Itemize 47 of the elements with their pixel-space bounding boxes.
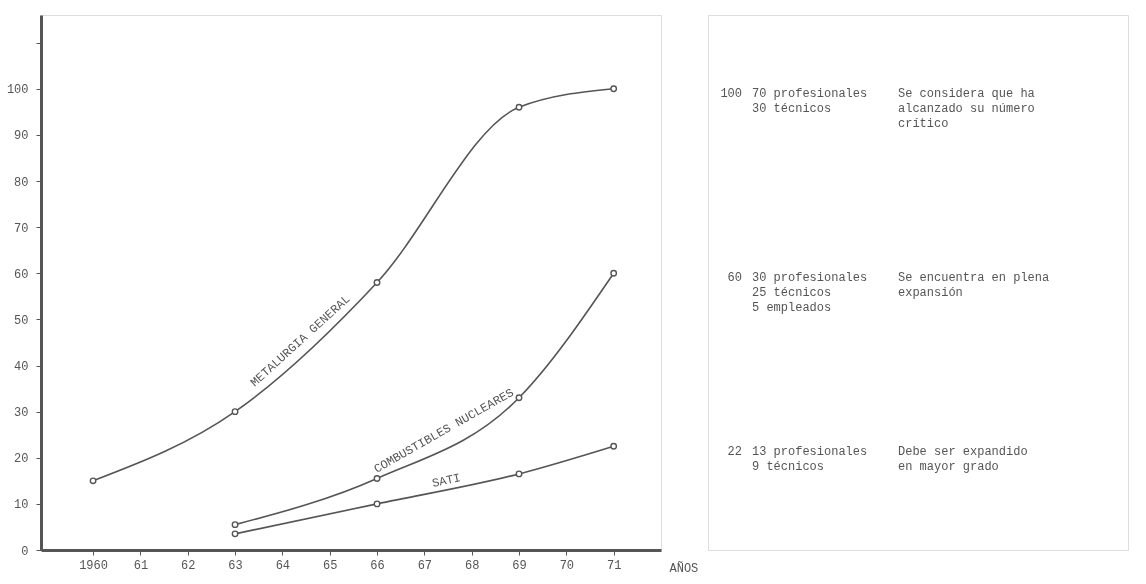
text: SATI xyxy=(430,471,462,491)
text: 60 xyxy=(727,271,742,286)
text: Debe ser expandido en mayor grado xyxy=(898,445,1028,475)
x-tick-label: 1960 xyxy=(79,558,108,573)
x-tick-label: 67 xyxy=(417,558,433,573)
x-tick-label: 61 xyxy=(133,558,149,573)
point xyxy=(373,279,381,286)
y-tick-label: 0 xyxy=(21,544,29,559)
text: 30 profesionales 25 técnicos 5 empleados xyxy=(752,271,868,316)
y-tick-label: 20 xyxy=(14,452,29,467)
x-tick-label: 68 xyxy=(464,558,480,573)
x-tick-label: 71 xyxy=(606,558,622,573)
point xyxy=(373,475,381,482)
text: 70 profesionales 30 técnicos xyxy=(752,86,868,116)
text: 13 profesionales 9 técnicos xyxy=(752,445,868,475)
y-tick-label: 60 xyxy=(14,267,29,282)
point xyxy=(610,269,618,277)
point xyxy=(231,408,239,416)
y-tick-label: 70 xyxy=(14,221,29,236)
y-tick-label: 80 xyxy=(14,175,29,190)
x-tick-label: 70 xyxy=(559,558,575,573)
point xyxy=(231,521,239,529)
point xyxy=(515,470,523,478)
x-tick-label: 64 xyxy=(275,558,291,573)
y-tick-label: 10 xyxy=(14,498,29,513)
x-tick-label: 65 xyxy=(323,558,338,573)
x-tick-label: 66 xyxy=(370,558,385,573)
x-axis-title: AÑOS xyxy=(669,560,699,576)
text: 22 xyxy=(727,445,742,460)
y-tick-label: 30 xyxy=(14,406,29,421)
point xyxy=(515,103,523,111)
x-tick-label: 69 xyxy=(512,558,527,573)
y-tick-label: 100 xyxy=(6,83,29,98)
x-tick-label: 63 xyxy=(228,558,243,573)
point xyxy=(89,477,97,485)
point xyxy=(515,394,523,402)
y-tick-label: 90 xyxy=(14,129,29,144)
point xyxy=(231,530,239,538)
point xyxy=(610,442,618,450)
text: Se encuentra en plena expansión xyxy=(898,271,1050,301)
point xyxy=(373,500,381,508)
text: Se considera que ha alcanzado su número crítico xyxy=(898,86,1035,131)
point xyxy=(610,85,618,93)
y-tick-label: 40 xyxy=(14,360,29,375)
x-tick-label: 62 xyxy=(181,558,196,573)
y-tick-label: 50 xyxy=(14,313,29,328)
text: 100 xyxy=(720,86,742,101)
